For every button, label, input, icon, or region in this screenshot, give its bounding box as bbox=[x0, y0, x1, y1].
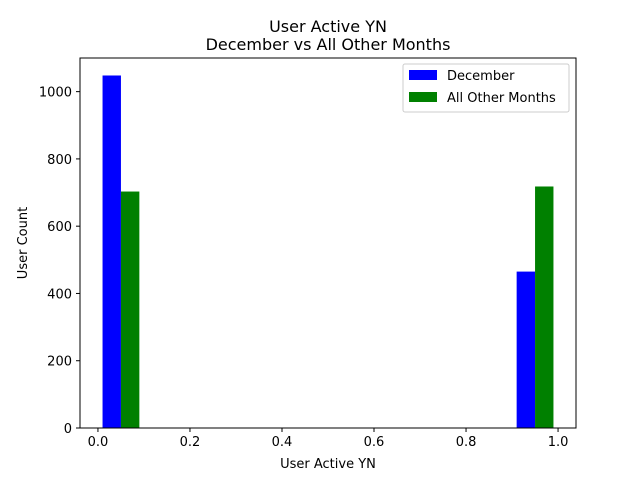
legend-swatch bbox=[409, 70, 437, 80]
chart-title: User Active YN bbox=[269, 17, 387, 36]
y-axis: 0 200 400 600 800 1000 bbox=[39, 86, 80, 437]
x-tick-label: 0.0 bbox=[88, 435, 109, 450]
x-tick-label: 0.8 bbox=[456, 435, 477, 450]
x-tick-label: 1.0 bbox=[548, 435, 569, 450]
x-axis-label: User Active YN bbox=[280, 457, 376, 472]
legend: December All Other Months bbox=[402, 63, 570, 113]
x-tick-label: 0.4 bbox=[272, 435, 293, 450]
y-tick-label: 400 bbox=[47, 287, 72, 302]
bar-all-other-months-0 bbox=[120, 191, 140, 428]
legend-swatch bbox=[409, 92, 437, 102]
bar-december-1 bbox=[516, 271, 536, 428]
y-tick-label: 1000 bbox=[39, 86, 72, 101]
legend-label: All Other Months bbox=[447, 91, 556, 106]
y-tick-label: 600 bbox=[47, 220, 72, 235]
bars-group bbox=[102, 75, 554, 428]
chart-subtitle: December vs All Other Months bbox=[206, 35, 451, 54]
legend-frame bbox=[402, 63, 570, 113]
bar-all-other-months-1 bbox=[535, 186, 554, 428]
y-tick-label: 200 bbox=[47, 355, 72, 370]
x-axis: 0.0 0.2 0.4 0.6 0.8 1.0 bbox=[88, 428, 569, 450]
x-tick-label: 0.6 bbox=[364, 435, 385, 450]
y-tick-label: 800 bbox=[47, 153, 72, 168]
plot-frame bbox=[79, 57, 577, 429]
bar-december-0 bbox=[102, 75, 121, 428]
legend-label: December bbox=[447, 69, 515, 84]
y-tick-label: 0 bbox=[64, 422, 72, 437]
y-axis-label: User Count bbox=[16, 207, 31, 279]
x-tick-label: 0.2 bbox=[180, 435, 201, 450]
